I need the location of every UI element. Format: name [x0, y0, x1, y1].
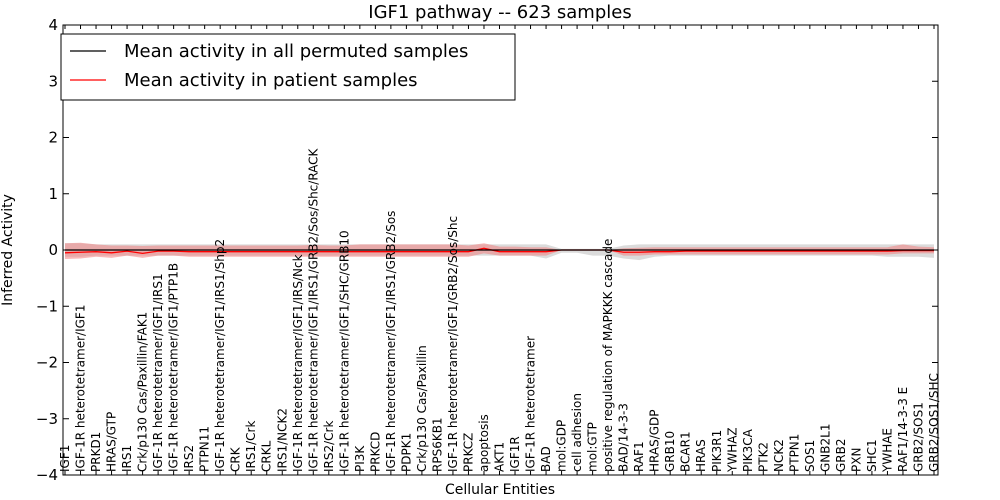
- x-tick-label: PIK3CA: [741, 428, 755, 472]
- series-line-1: [64, 247, 934, 255]
- x-tick-label: PTPN11: [198, 426, 212, 472]
- x-tick-label: NCK2: [772, 439, 786, 472]
- chart-title: IGF1 pathway -- 623 samples: [368, 2, 631, 23]
- x-tick-label: Crk/p130 Cas/Paxillin: [415, 345, 429, 472]
- x-tick-label: PRKCD: [368, 432, 382, 472]
- y-tick-label: 3: [48, 72, 58, 90]
- x-tick-label: GRB2/SOS1: [911, 402, 925, 472]
- y-tick-label: −4: [36, 466, 58, 484]
- x-tick-label: PDPK1: [399, 433, 413, 472]
- x-tick-label: PTPN1: [787, 434, 801, 472]
- x-tick-label: PRKD1: [89, 432, 103, 472]
- legend-box: [60, 33, 516, 101]
- x-tick-label: IGF-1R heterotetramer/IGF1/IRS1/GRB2/Sos…: [306, 147, 320, 472]
- x-tick-label: IGF-1R heterotetramer: [524, 336, 538, 472]
- x-tick-label: IGF-1R heterotetramer/IGF1/IRS1/Shp2: [213, 239, 227, 472]
- y-tick-label: 2: [48, 129, 58, 147]
- x-tick-label: PRKCZ: [461, 433, 475, 472]
- x-tick-label: YWHAE: [880, 428, 894, 473]
- y-tick-label: 1: [48, 185, 58, 203]
- x-tick-label: RPS6KB1: [430, 417, 444, 472]
- x-tick-label: mol:GDP: [555, 420, 569, 472]
- x-tick-label: IRS1/Crk: [244, 421, 258, 472]
- x-axis-label: Cellular Entities: [445, 482, 555, 498]
- x-tick-label: SOS1: [803, 440, 817, 472]
- x-tick-label: IGF1: [58, 445, 72, 472]
- x-tick-label: GRB10: [663, 431, 677, 472]
- legend-label: Mean activity in all permuted samples: [124, 41, 468, 62]
- series-band-1: [65, 242, 934, 259]
- x-tick-label: IRS2: [182, 445, 196, 472]
- x-tick-label: IGF-1R heterotetramer/IGF1/PTP1B: [167, 263, 181, 472]
- x-tick-label: Crk/p130 Cas/Paxillin/FAK1: [136, 312, 150, 472]
- x-tick-label: GNB2L1: [818, 424, 832, 472]
- x-tick-label: IGF1R: [508, 436, 522, 472]
- y-tick-label: −1: [36, 297, 58, 315]
- x-tick-label: BAD/14-3-3: [617, 403, 631, 472]
- x-tick-label: RAF1/14-3-3 E: [896, 387, 910, 472]
- x-tick-label: IRS1/NCK2: [275, 408, 289, 472]
- x-tick-label: YWHAZ: [725, 427, 739, 473]
- x-tick-label: IRS2/Crk: [322, 421, 336, 472]
- x-tick-label: IGF-1R heterotetramer/IGF1/IRS1/GRB2/Sos: [384, 211, 398, 472]
- x-tick-label: PI3K: [353, 445, 367, 472]
- x-tick-label: AKT1: [493, 442, 507, 472]
- x-tick-label: PTK2: [756, 442, 770, 472]
- x-tick-label: apoptosis: [477, 414, 491, 472]
- x-tick-label: GRB2: [834, 438, 848, 472]
- x-tick-label: IGF-1R heterotetramer/IGF1: [74, 305, 88, 472]
- x-tick-label: IGF-1R heterotetramer/IGF1/SHC/GRB10: [337, 230, 351, 472]
- x-tick-label: BCAR1: [679, 431, 693, 472]
- y-tick-label: −3: [36, 410, 58, 428]
- x-tick-label: IGF-1R heterotetramer/IGF1/IRS1: [151, 273, 165, 472]
- x-tick-label: CRKL: [260, 440, 274, 472]
- legend-label: Mean activity in patient samples: [124, 70, 418, 91]
- x-tick-label: GRB2/SOS1/SHC: [927, 373, 941, 472]
- y-tick-label: 4: [48, 16, 58, 34]
- y-tick-label: 0: [48, 241, 58, 259]
- x-tick-label: cell adhesion: [570, 393, 584, 472]
- x-tick-label: IGF-1R heterotetramer/IGF1/IRS/Nck: [291, 254, 305, 472]
- x-tick-label: PIK3R1: [710, 430, 724, 472]
- x-tick-label: IGF-1R heterotetramer/IGF1/GRB2/Sos/Shc: [446, 216, 460, 472]
- x-tick-label: RAF1: [632, 441, 646, 472]
- y-tick-label: −2: [36, 354, 58, 372]
- y-axis-label: Inferred Activity: [0, 194, 16, 306]
- x-tick-label: mol:GTP: [586, 422, 600, 472]
- x-tick-label: HRAS/GDP: [648, 409, 662, 472]
- x-tick-label: SHC1: [865, 439, 879, 472]
- x-tick-label: BAD: [539, 446, 553, 472]
- x-tick-label: positive regulation of MAPKKK cascade: [601, 239, 615, 472]
- x-tick-label: CRK: [229, 446, 243, 472]
- x-tick-label: PXN: [849, 448, 863, 472]
- x-tick-label: HRAS/GTP: [105, 412, 119, 472]
- x-tick-label: HRAS: [694, 439, 708, 472]
- x-tick-label: IRS1: [120, 445, 134, 472]
